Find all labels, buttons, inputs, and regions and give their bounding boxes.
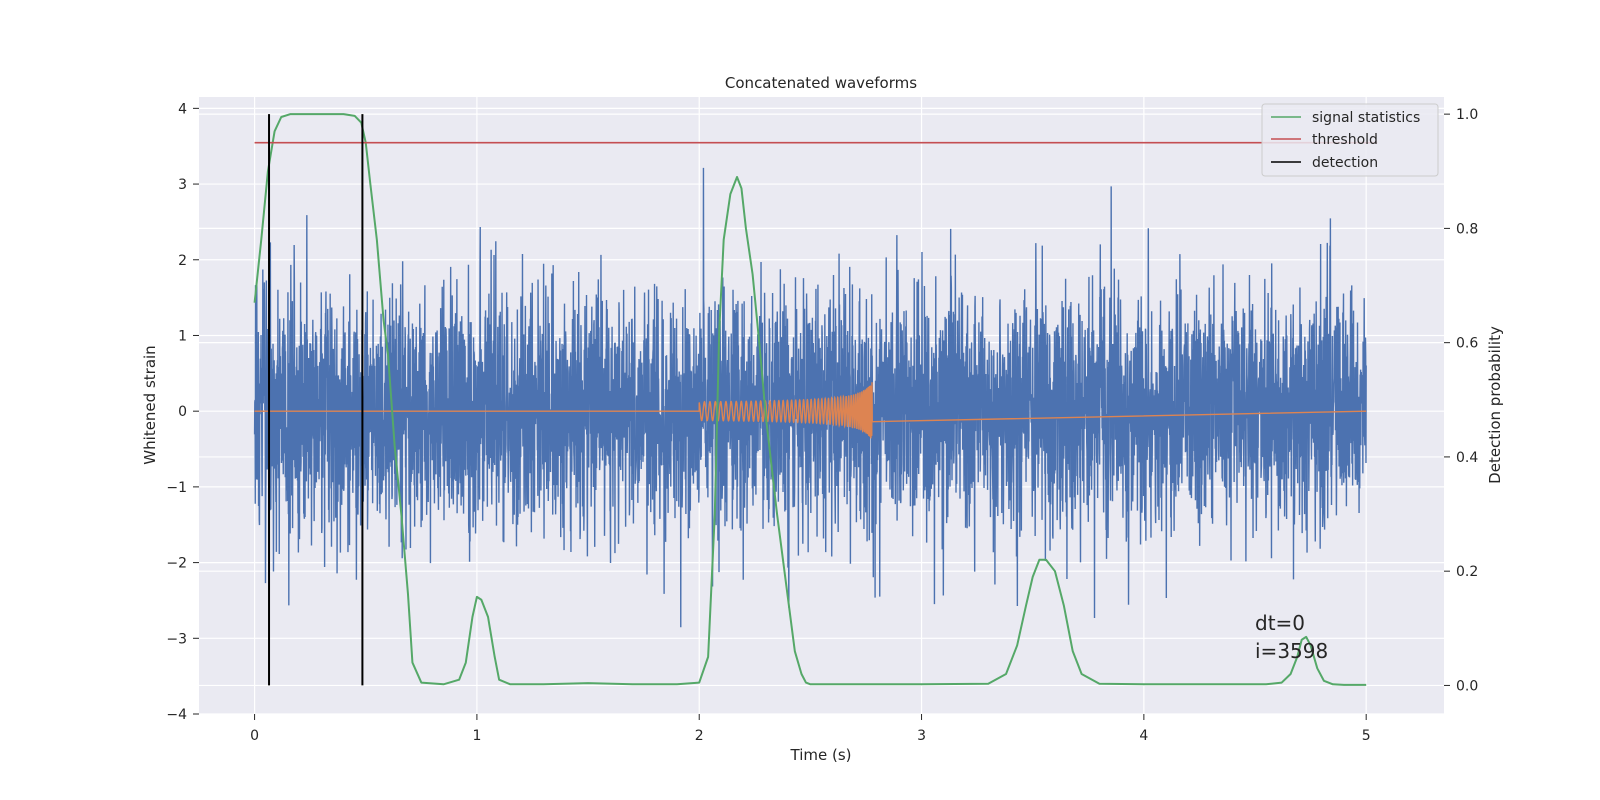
injection-waveform-series	[254, 382, 1367, 439]
annotation-iteration: i=3598	[1255, 639, 1328, 663]
legend-label-detection: detection	[1312, 155, 1378, 171]
y-tick-label: 4	[178, 101, 187, 117]
detection-series	[268, 114, 364, 686]
y-tick-label: −3	[166, 631, 187, 647]
y-tick-label: 0	[178, 404, 187, 420]
strain-line	[253, 167, 1367, 628]
injection-line	[254, 382, 1367, 439]
signal-statistics-series	[253, 113, 1367, 686]
y-tick-label: −1	[166, 480, 187, 496]
y2-tick-label: 0.6	[1456, 336, 1478, 352]
annotation-dt: dt=0	[1255, 611, 1305, 635]
legend: signal statistics threshold detection	[1261, 103, 1439, 177]
x-tick-label: 0	[250, 728, 259, 744]
y2-tick-label: 0.8	[1456, 221, 1478, 237]
x-tick-label: 1	[472, 728, 481, 744]
legend-box	[1261, 103, 1439, 177]
y-tick-label: −2	[166, 556, 187, 572]
y-axis-label: Whitened strain	[141, 345, 159, 464]
y-tick-label: 1	[178, 328, 187, 344]
y-tick-label: −4	[166, 707, 187, 723]
whitened-strain-series	[253, 167, 1367, 628]
x-axis-label: Time (s)	[790, 746, 852, 764]
y-tick-label: 2	[178, 253, 187, 269]
x-tick-label: 2	[695, 728, 704, 744]
signal-statistics-line	[253, 113, 1367, 686]
y-tick-label: 3	[178, 177, 187, 193]
axis-ticks: 0 1 2 3 4 5 −4 −3 −2 −1 0 1 2 3 4 0.0 0.2 0.4 0.6 0.8 1.0	[166, 101, 1478, 744]
y2-axis-label: Detection probability	[1486, 326, 1504, 484]
x-tick-label: 5	[1362, 728, 1371, 744]
y2-tick-label: 0.0	[1456, 678, 1478, 694]
y2-tick-label: 0.4	[1456, 450, 1478, 466]
legend-label-signal-statistics: signal statistics	[1312, 110, 1420, 126]
x-tick-label: 3	[917, 728, 926, 744]
legend-label-threshold: threshold	[1312, 132, 1378, 148]
y2-tick-label: 0.2	[1456, 564, 1478, 580]
chart-title: Concatenated waveforms	[725, 74, 917, 92]
y2-tick-label: 1.0	[1456, 107, 1478, 123]
x-tick-label: 4	[1139, 728, 1148, 744]
